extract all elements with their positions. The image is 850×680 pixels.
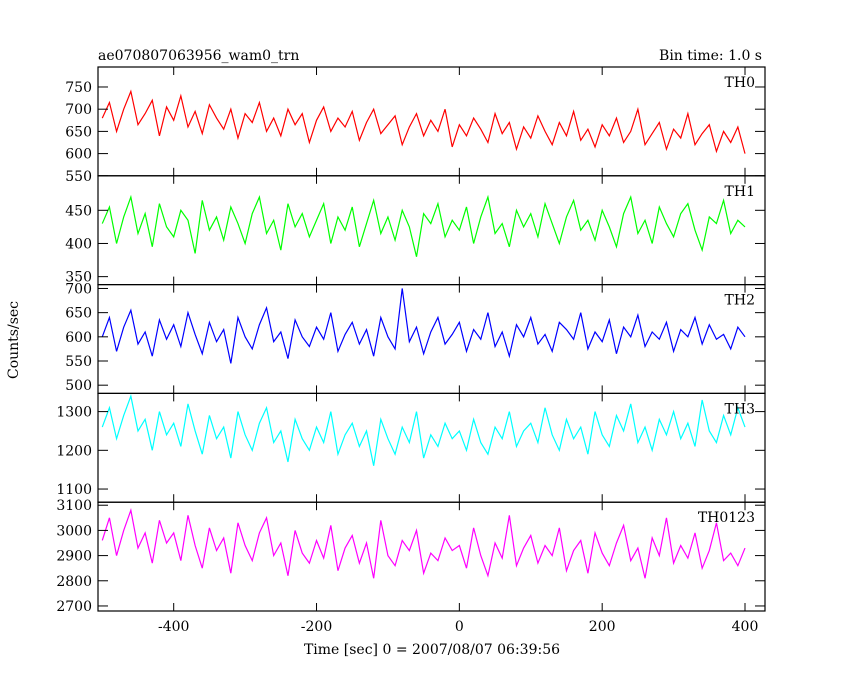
y-tick-label: 3100	[56, 498, 92, 514]
y-tick-label: 600	[65, 330, 92, 346]
panel-name: TH2	[725, 293, 755, 309]
x-tick-label: 0	[455, 619, 464, 635]
x-tick-label: 200	[589, 619, 616, 635]
x-tick-label: -400	[158, 619, 189, 635]
panel-frame	[97, 501, 766, 612]
y-tick-label: 600	[65, 147, 92, 163]
bin-time: Bin time: 1.0 s	[659, 48, 762, 64]
y-tick-label: 1100	[56, 482, 92, 498]
y-tick-label: 550	[65, 169, 92, 185]
y-tick-label: 650	[65, 124, 92, 140]
x-axis-label: Time [sec] 0 = 2007/08/07 06:39:56	[304, 642, 560, 658]
y-tick-label: 2900	[56, 549, 92, 565]
y-tick-label: 2700	[56, 599, 92, 615]
y-tick-label: 1300	[56, 405, 92, 421]
panel-frame	[97, 392, 766, 503]
light-curve	[101, 89, 746, 154]
y-tick-label: 1200	[56, 443, 92, 459]
light-curve	[101, 507, 746, 579]
y-tick-label: 3000	[56, 523, 92, 539]
y-tick-label: 500	[65, 378, 92, 394]
x-tick-label: -200	[301, 619, 332, 635]
light-curve	[101, 194, 746, 257]
panel-name: TH1	[725, 184, 755, 200]
y-tick-label: 450	[65, 203, 92, 219]
panel-name: TH3	[725, 401, 755, 417]
y-tick-label: 550	[65, 354, 92, 370]
panel-name: TH0123	[698, 510, 755, 526]
y-tick-label: 650	[65, 306, 92, 322]
panel-frame	[97, 284, 766, 395]
panel-name: TH0	[725, 75, 755, 91]
y-tick-label: 400	[65, 236, 92, 252]
y-tick-label: 350	[65, 270, 92, 286]
y-axis-label: Counts/sec	[6, 301, 22, 379]
y-tick-label: 2800	[56, 574, 92, 590]
chart-title: ae070807063956_wam0_trn	[98, 48, 299, 64]
light-curve	[101, 393, 746, 466]
y-tick-label: 700	[65, 102, 92, 118]
light-curve	[101, 288, 746, 364]
y-tick-label: 700	[65, 281, 92, 297]
x-tick-label: 400	[732, 619, 759, 635]
y-tick-label: 750	[65, 80, 92, 96]
